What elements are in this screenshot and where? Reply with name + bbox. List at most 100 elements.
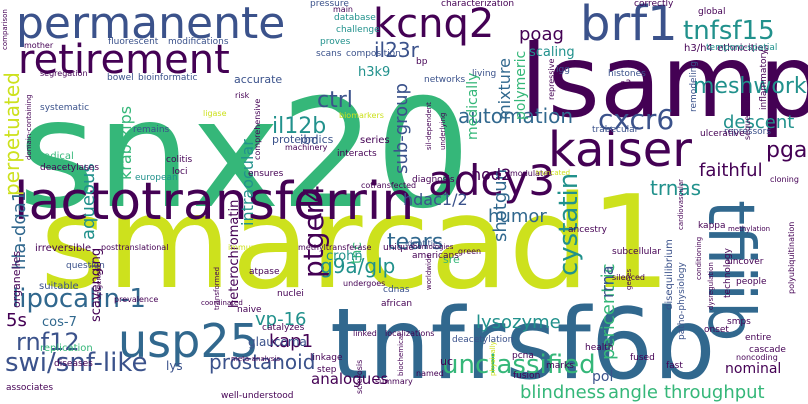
word-retirement: retirement	[18, 37, 230, 83]
word-polyubiquitination: polyubiquitination	[787, 221, 796, 294]
word-smps: smps	[727, 317, 751, 327]
word-physically: physically	[489, 341, 497, 376]
word-scaling: scaling	[529, 45, 575, 60]
word-swisnflike: swi/snf-like	[5, 348, 148, 378]
word-throughput: throughput	[664, 382, 765, 403]
word-diagnosis: diagnosis	[412, 175, 455, 185]
word-histones: histones	[608, 69, 646, 79]
word-proves: proves	[320, 37, 351, 47]
word-cloning: cloning	[770, 175, 799, 184]
word-marks: marks	[546, 361, 574, 371]
word-irreversible: irreversible	[35, 243, 92, 254]
word-modifications: modifications	[168, 37, 229, 47]
word-bioinformatic: bioinformatic	[138, 73, 198, 83]
word-green: green	[458, 247, 482, 256]
word-hdac12: hdac1/2	[403, 190, 468, 209]
word-kcnq2: kcnq2	[373, 1, 495, 47]
word-nuclei: nuclei	[277, 289, 304, 299]
word-underlying: underlying	[439, 112, 447, 150]
word-mother: mother	[24, 41, 54, 50]
word-coordinated: coordinated	[201, 299, 243, 307]
word-vp16: vp-16	[255, 309, 307, 330]
word-localizations: localizations	[385, 329, 435, 338]
word-noncoding: noncoding	[736, 353, 778, 362]
word-fusion: fusion	[513, 371, 541, 381]
word-genes: genes	[625, 268, 633, 290]
word-ensures: ensures	[248, 169, 284, 179]
word-mixture: mixture	[495, 58, 514, 120]
word-humor: humor	[488, 206, 547, 227]
word-comprehensive: comprehensive	[253, 98, 262, 160]
word-permanente: permanente	[16, 0, 286, 49]
word-cdnas: cdnas	[383, 285, 410, 295]
word-h3h4: h3/h4	[684, 43, 713, 54]
word-lys: lys	[166, 359, 183, 373]
word-fused: fused	[630, 353, 655, 363]
word-catalyzes: catalyzes	[262, 323, 305, 333]
word-kaiser: kaiser	[548, 122, 692, 178]
word-posttranslational: posttranslational	[101, 243, 169, 252]
word-unclassified: unclassified	[442, 350, 596, 380]
word-series: series	[360, 135, 390, 146]
word-lipocalin1: lipocalin-1	[12, 284, 146, 314]
word-tnfrsf6b: tnfrsf6b	[330, 288, 716, 402]
word-usp25: usp25	[118, 314, 259, 368]
word-angle: angle	[608, 382, 658, 403]
word-colitis: colitis	[166, 155, 193, 165]
word-onset: onset	[704, 325, 729, 335]
word-biomarkers: biomarkers	[339, 111, 384, 120]
word-interacts: interacts	[337, 149, 377, 159]
word-conditioning: conditioning	[695, 236, 703, 280]
word-temporospatial: temporo-spatial	[706, 43, 778, 53]
word-tears: tears	[387, 230, 444, 255]
word-poag: poag	[519, 24, 564, 45]
word-brf1: brf1	[580, 0, 678, 52]
word-summary: summary	[375, 377, 413, 386]
word-step: step	[317, 365, 337, 375]
word-segregation: segregation	[40, 69, 88, 78]
word-analogues: analogues	[311, 370, 389, 388]
word-radical: radical	[40, 151, 74, 162]
word-methylation: methylation	[728, 225, 771, 233]
word-bp: bp	[416, 57, 428, 67]
word-remodeling: remodeling	[689, 61, 699, 112]
word-organelles: organelles	[10, 250, 23, 308]
word-composition: composition	[346, 49, 401, 59]
word-living: living	[472, 69, 497, 79]
word-krab_zfps: krab-zfps	[116, 105, 135, 180]
word-lactotransferrin: lactotransferrin	[14, 172, 415, 232]
word-database: database	[334, 13, 376, 23]
word-systematic: systematic	[40, 103, 90, 113]
word-health: health	[585, 343, 614, 353]
word-technology: technology	[723, 248, 733, 298]
word-suitable: suitable	[39, 281, 79, 292]
word-pga: pga	[766, 138, 808, 163]
word-ethnicities: ethnicities	[717, 43, 769, 54]
word-sequenced: sequenced	[743, 96, 752, 140]
word-ligase: ligase	[203, 109, 227, 118]
word-igg: igg	[556, 65, 570, 75]
word-pressure: pressure	[310, 0, 349, 9]
word-americans: americans	[412, 251, 459, 261]
word-scans: scans	[316, 49, 342, 59]
word-meta_analysis: meta-analysis	[231, 355, 281, 363]
word-pol: pol	[592, 369, 614, 385]
word-five_s: 5s	[6, 310, 27, 331]
word-naive: naive	[237, 305, 262, 315]
word-descent: descent	[723, 112, 795, 133]
word-named: named	[416, 369, 444, 378]
word-aqueous: aqueous	[78, 163, 99, 240]
word-sre: sre	[443, 253, 460, 266]
word-biochemical: biochemical	[397, 333, 405, 376]
word-immunoglobulin: immunoglobulin	[228, 243, 293, 252]
word-inflammatory: inflammatory	[759, 49, 769, 111]
word-machinery: machinery	[285, 143, 328, 152]
word-undergoes: undergoes	[343, 279, 386, 288]
word-sildependent: sil-dependent	[425, 102, 433, 150]
word-rnf12: rnf12	[16, 328, 80, 356]
word-dysregulation: dysregulation	[707, 262, 715, 310]
word-identities: identities	[405, 239, 443, 248]
word-nod2: nod2	[471, 165, 512, 184]
word-main: main	[333, 5, 353, 14]
word-ulcerative: ulcerative	[700, 129, 745, 139]
